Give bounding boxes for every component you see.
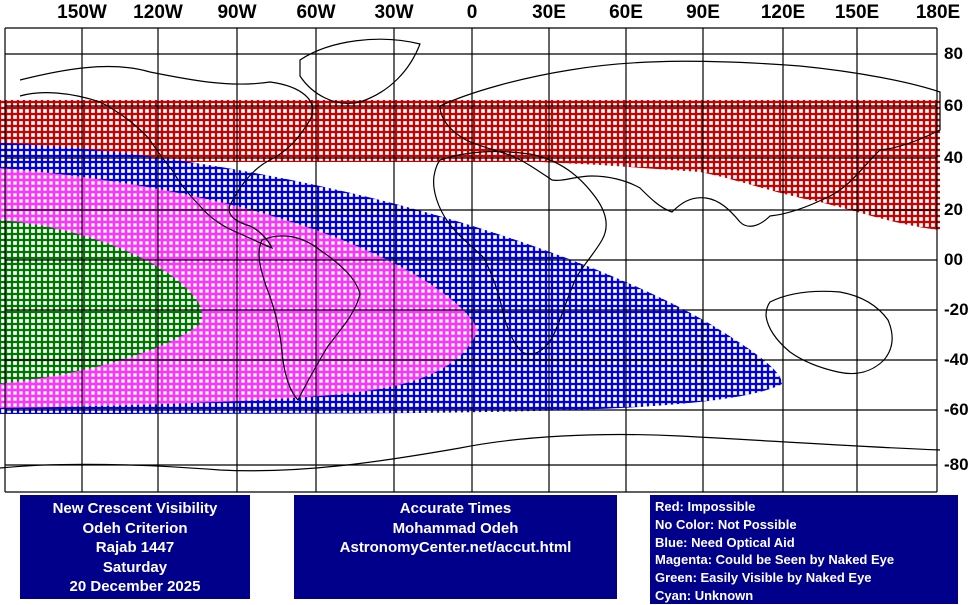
legend-blue: Blue: Need Optical Aid	[655, 534, 795, 550]
credits-author: Mohammad Odeh	[392, 519, 519, 537]
lon-label-180e: 180E	[915, 2, 961, 23]
lon-label-30e: 30E	[532, 2, 566, 23]
lon-label-150e: 150E	[834, 2, 880, 23]
lon-label-60w: 60W	[296, 2, 336, 23]
africa-outline	[433, 150, 607, 355]
lon-label-90e: 90E	[686, 2, 720, 23]
lat-label-neg60: -60	[944, 400, 969, 419]
visibility-map	[0, 27, 941, 493]
info-weekday: Saturday	[102, 558, 168, 576]
info-title: New Crescent Visibility	[52, 500, 218, 517]
info-panel: New Crescent Visibility Odeh Criterion R…	[20, 495, 250, 599]
legend-red: Red: Impossible	[655, 499, 756, 514]
lon-label-0: 0	[466, 2, 478, 23]
credits-title: Accurate Times	[399, 500, 512, 517]
zone-green-easily-visible	[0, 220, 203, 384]
lon-label-90w: 90W	[217, 2, 257, 23]
info-date: 20 December 2025	[69, 578, 201, 595]
info-criterion: Odeh Criterion	[82, 519, 188, 537]
lat-label-neg40: -40	[944, 350, 969, 369]
lat-label-neg80: -80	[944, 455, 969, 474]
credits-url: AstronomyCenter.net/accut.html	[339, 539, 572, 556]
legend-magenta: Magenta: Could be Seen by Naked Eye	[655, 552, 895, 568]
legend-green: Green: Easily Visible by Naked Eye	[655, 570, 872, 586]
lon-label-120e: 120E	[760, 2, 806, 23]
legend-cyan: Cyan: Unknown	[655, 587, 754, 603]
lat-label-40: 40	[944, 148, 963, 167]
lat-label-80: 80	[944, 44, 963, 63]
lat-label-60: 60	[944, 96, 963, 115]
lon-label-150w: 150W	[57, 2, 107, 23]
legend-panel: Red: Impossible No Color: Not Possible B…	[650, 495, 958, 604]
lon-label-120w: 120W	[133, 2, 183, 23]
greenland-outline	[299, 38, 421, 104]
lon-label-30w: 30W	[374, 2, 414, 23]
info-month: Rajab 1447	[95, 539, 175, 556]
antarctica-outline	[0, 433, 941, 472]
lat-label-00: 00	[944, 250, 963, 269]
north-america-outline	[19, 65, 314, 250]
lon-label-60e: 60E	[609, 2, 643, 23]
map-grid	[4, 27, 938, 493]
legend-none: No Color: Not Possible	[655, 516, 797, 532]
lat-label-20: 20	[944, 200, 963, 219]
australia-outline	[765, 290, 893, 375]
lat-label-neg20: -20	[944, 300, 969, 319]
south-america-outline	[258, 235, 361, 402]
zone-red-impossible	[0, 100, 940, 230]
credits-panel: Accurate Times Mohammad Odeh AstronomyCe…	[294, 495, 617, 599]
